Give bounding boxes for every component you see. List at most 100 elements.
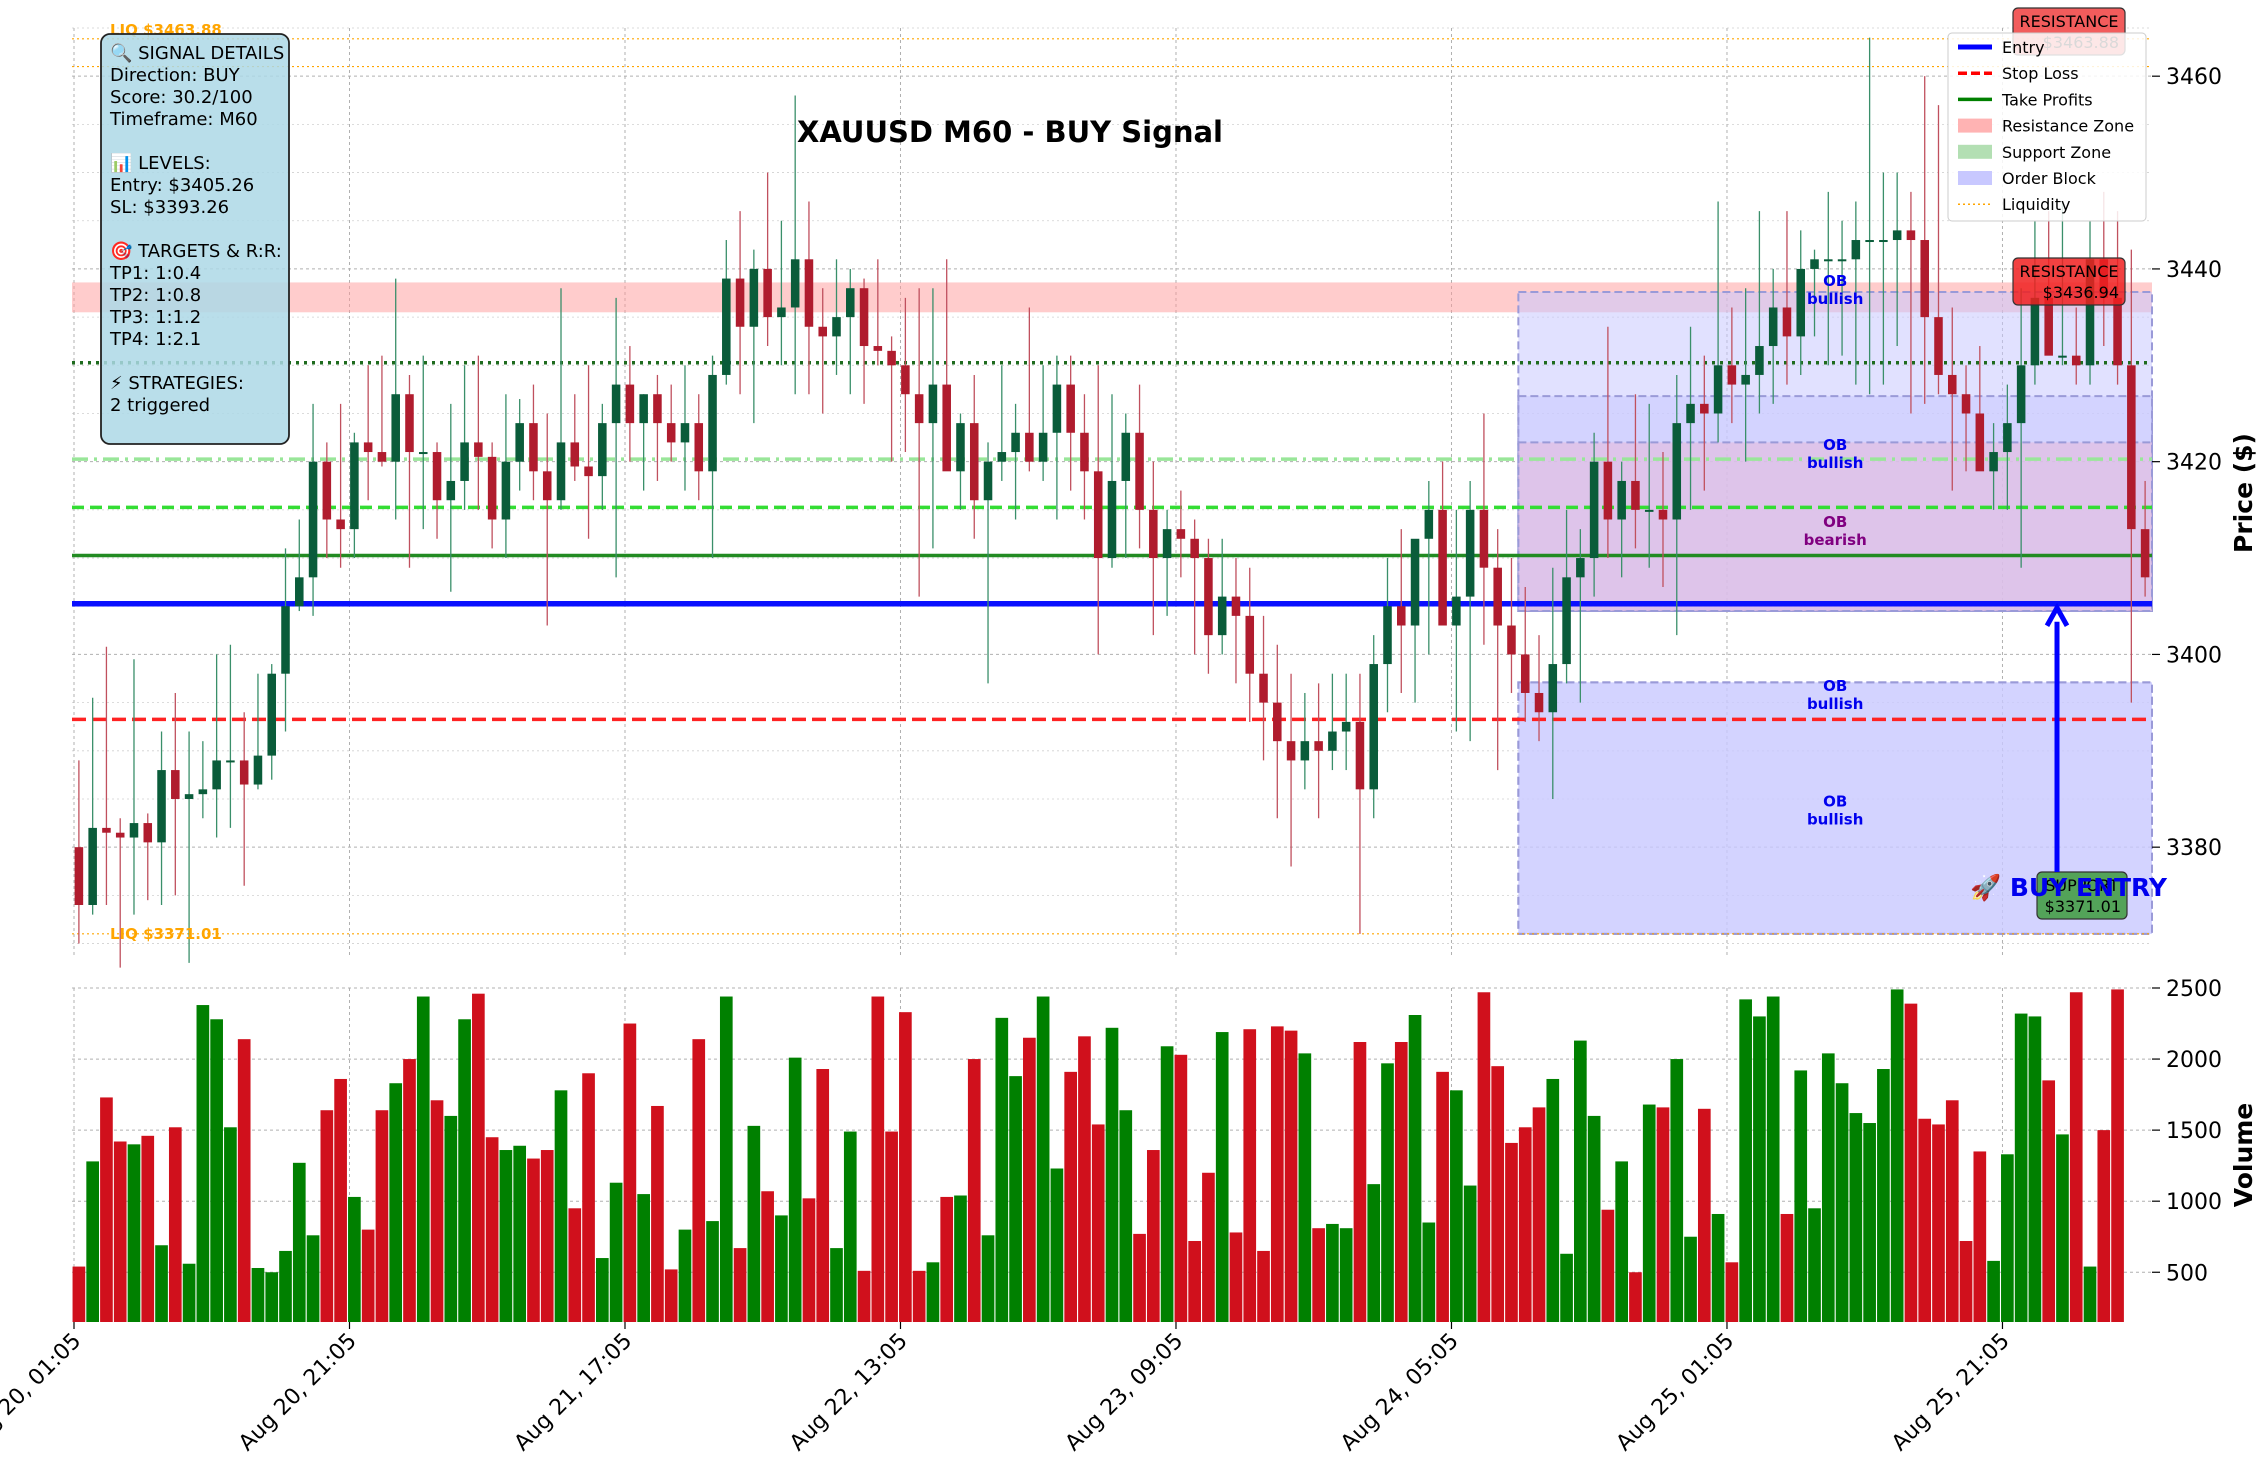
candle-body	[1204, 558, 1213, 636]
candle-body	[777, 307, 786, 318]
candle-body	[350, 442, 359, 530]
volume-bar	[1284, 1030, 1298, 1322]
volume-bar	[416, 996, 430, 1322]
signal-box-line: Score: 30.2/100	[110, 87, 253, 108]
volume-bar	[1932, 1124, 1945, 1322]
candle-body	[501, 461, 511, 520]
volume-bar	[1753, 1016, 1766, 1322]
volume-bar	[389, 1083, 403, 1322]
candle-body	[1135, 432, 1144, 510]
candle-body	[804, 259, 814, 327]
candle-body	[818, 326, 827, 337]
candle-body	[1934, 317, 1943, 375]
volume-bar	[444, 1115, 458, 1322]
candle-body	[460, 442, 469, 481]
candle-body	[1851, 240, 1861, 260]
candle-body	[432, 452, 442, 501]
candle-body	[1011, 432, 1020, 453]
candle-body	[1507, 625, 1516, 655]
volume-bar	[1835, 1083, 1849, 1322]
volume-bar	[237, 1039, 251, 1322]
candle-body	[846, 288, 855, 318]
signal-box-line: 🔍 SIGNAL DETAILS	[110, 41, 284, 64]
volume-bar	[554, 1090, 568, 1322]
candle-body	[1837, 259, 1847, 262]
candle-body	[1341, 721, 1351, 732]
candle-body	[2058, 355, 2067, 358]
volume-bar	[981, 1235, 995, 1322]
candle-body	[983, 461, 993, 501]
volume-bar	[1202, 1172, 1215, 1322]
candle-body	[1975, 413, 1985, 472]
ob-label: OB	[1823, 272, 1847, 290]
volume-bar	[899, 1012, 912, 1322]
candle-body	[446, 480, 456, 501]
volume-bar	[1160, 1046, 1174, 1322]
legend-bg	[1947, 32, 2147, 222]
candle-body	[1121, 432, 1131, 481]
candle-body	[1286, 741, 1296, 761]
candle-body	[1755, 346, 1764, 375]
volume-bar	[843, 1131, 857, 1322]
candle-body	[1727, 365, 1737, 385]
volume-bar	[1684, 1236, 1697, 1322]
candle-body	[1989, 452, 1998, 472]
candle-body	[956, 423, 965, 472]
candle-body	[749, 268, 759, 327]
volume-bar	[1918, 1118, 1932, 1322]
legend-item: Entry	[1958, 38, 2045, 57]
signal-box-line: 🎯 TARGETS & R:R:	[110, 241, 282, 262]
volume-bar	[1849, 1113, 1863, 1322]
volume-bar	[334, 1078, 347, 1322]
volume-bar	[857, 1270, 871, 1322]
legend-label: Take Profits	[2001, 90, 2093, 109]
candle-body	[1961, 394, 1971, 414]
candle-body	[1355, 721, 1365, 790]
volume-bar	[637, 1194, 650, 1322]
resistance-badge-mid: RESISTANCE $3436.94	[2012, 257, 2126, 306]
candle-body	[143, 823, 153, 843]
volume-bar	[527, 1158, 540, 1322]
candle-body	[1080, 432, 1089, 472]
candle-body	[1741, 374, 1750, 385]
volume-bar	[196, 1005, 210, 1322]
volume-bar	[1229, 1232, 1243, 1322]
volume-bar	[1642, 1104, 1656, 1322]
volume-bar	[1450, 1090, 1463, 1322]
volume-bar	[540, 1150, 554, 1322]
volume-bar	[1780, 1213, 1794, 1322]
candle-body	[1644, 509, 1654, 512]
volume-bar	[651, 1105, 664, 1322]
support-badge: SUPPORT $3371.01	[2036, 871, 2128, 920]
volume-bar	[348, 1196, 361, 1322]
price-tick-label: 3400	[2166, 643, 2222, 668]
candle-body	[1865, 240, 1874, 243]
signal-box-line: Entry: $3405.26	[110, 175, 254, 196]
volume-bar	[692, 1039, 706, 1322]
volume-bar	[1725, 1262, 1739, 1322]
volume-bar	[623, 1023, 637, 1322]
volume-bar	[1711, 1213, 1725, 1322]
volume-bar	[1587, 1115, 1601, 1322]
volume-bar	[788, 1057, 802, 1322]
candle-body	[171, 770, 180, 799]
volume-bar	[912, 1270, 926, 1322]
volume-bar	[871, 996, 885, 1322]
volume-bar	[2111, 989, 2124, 1322]
candle-body	[887, 350, 896, 366]
volume-bar	[168, 1127, 182, 1322]
signal-box-line: SL: $3393.26	[110, 197, 229, 218]
candle-body	[556, 442, 566, 501]
volume-bar	[1987, 1260, 2000, 1322]
volume-bar	[1560, 1253, 1573, 1322]
candle-body	[997, 452, 1007, 462]
legend-swatch	[1958, 118, 1992, 133]
volume-bar	[182, 1263, 196, 1322]
candle-body	[1452, 596, 1461, 626]
volume-bar	[127, 1144, 141, 1322]
candle-body	[694, 423, 704, 472]
candle-body	[914, 394, 924, 424]
ob-label: bullish	[1807, 290, 1863, 308]
volume-bar	[2097, 1130, 2111, 1322]
volume-bar	[1973, 1151, 1987, 1322]
